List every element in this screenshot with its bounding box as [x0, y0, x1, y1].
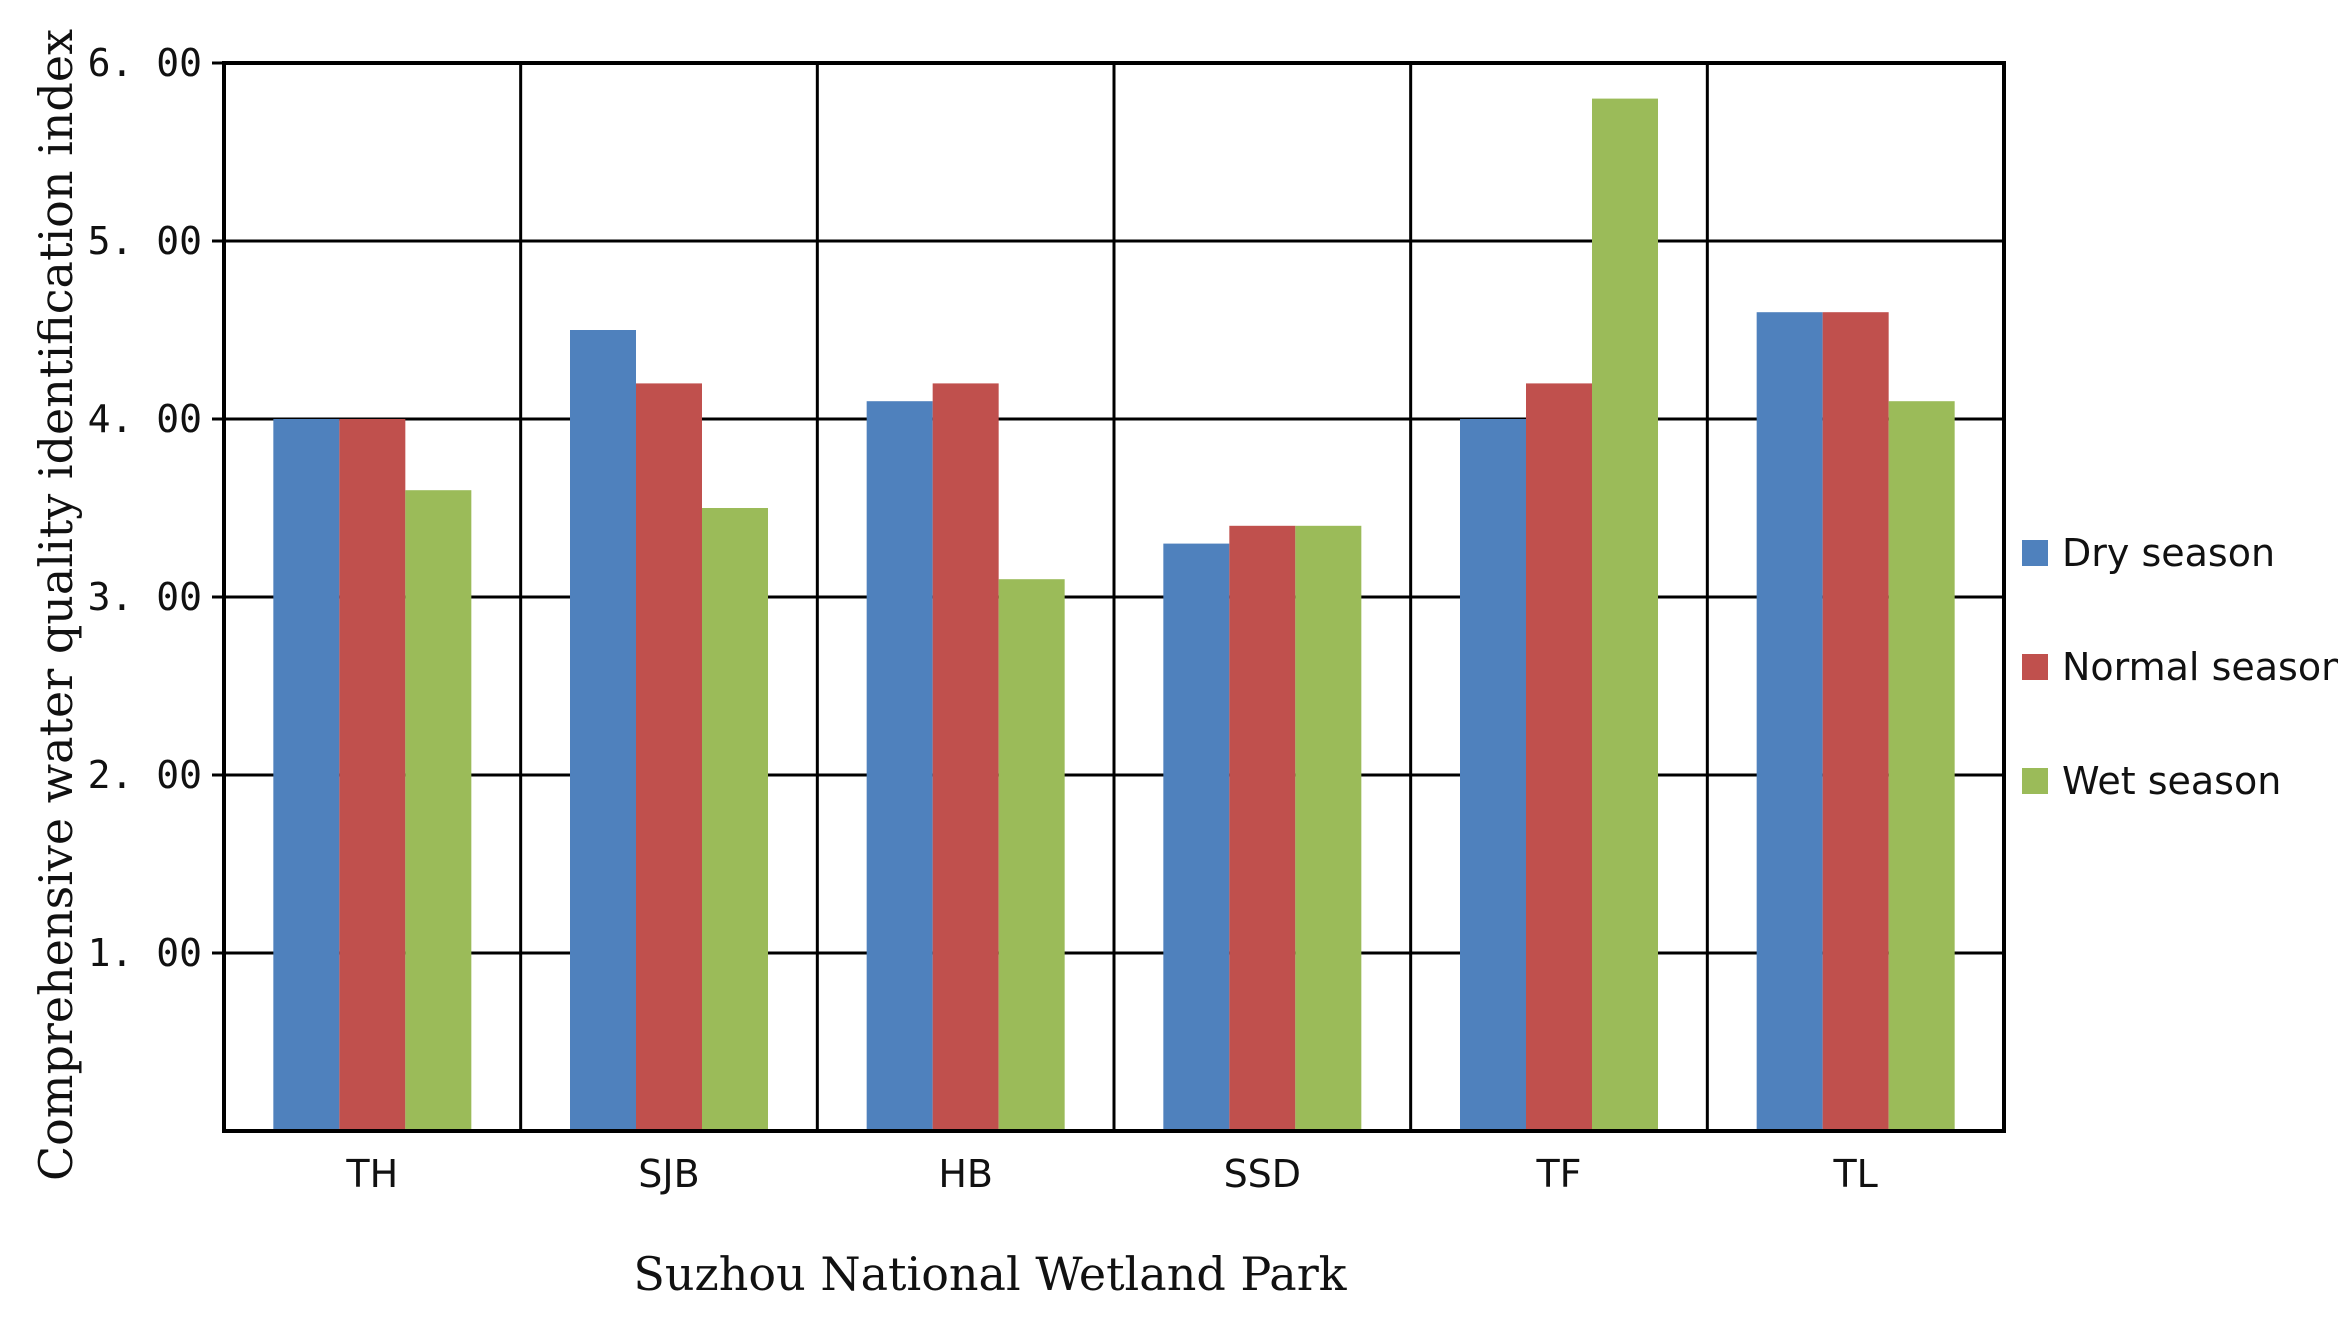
y-tick-label: 6. 00 — [88, 41, 202, 85]
bar-th-normal-season — [339, 419, 406, 1131]
bar-sjb-normal-season — [636, 383, 702, 1131]
bar-tf-dry-season — [1460, 419, 1526, 1131]
bar-hb-normal-season — [932, 383, 999, 1131]
x-tick-label: TH — [345, 1152, 398, 1196]
x-tick-label: HB — [938, 1152, 993, 1196]
bar-th-dry-season — [273, 419, 340, 1131]
bar-sjb-dry-season — [570, 330, 636, 1131]
x-axis-title: Suzhou National Wetland Park — [633, 1247, 1347, 1301]
bar-tl-normal-season — [1822, 312, 1889, 1131]
bar-hb-dry-season — [866, 401, 933, 1131]
legend-swatch — [2022, 768, 2048, 794]
y-tick-label: 1. 00 — [88, 931, 202, 975]
bars — [273, 98, 1955, 1132]
x-tick-label: TL — [1832, 1152, 1877, 1196]
x-tick-label: SSD — [1224, 1152, 1302, 1196]
bar-hb-wet-season — [998, 579, 1065, 1131]
y-tick-label: 5. 00 — [88, 219, 202, 263]
bar-ssd-normal-season — [1229, 525, 1296, 1131]
grid-lines — [224, 61, 2004, 1131]
legend-swatch — [2022, 654, 2048, 680]
bar-tl-dry-season — [1756, 312, 1823, 1131]
legend: Dry season Normal season Wet season — [2022, 531, 2338, 803]
y-axis-title: Comprehensive water quality identificati… — [29, 29, 83, 1181]
bar-ssd-wet-season — [1295, 525, 1362, 1131]
y-tick-label: 3. 00 — [88, 575, 202, 619]
y-axis-ticks: 1. 00 2. 00 3. 00 4. 00 5. 00 6. 00 — [88, 41, 224, 975]
y-tick-label: 2. 00 — [88, 753, 202, 797]
bar-tf-normal-season — [1526, 383, 1592, 1131]
x-tick-label: TF — [1535, 1152, 1581, 1196]
legend-label: Normal season — [2062, 645, 2338, 689]
legend-label: Dry season — [2062, 531, 2275, 575]
legend-label: Wet season — [2062, 759, 2281, 803]
x-axis-ticks: TH SJB HB SSD TF TL — [345, 1152, 1877, 1196]
x-tick-label: SJB — [638, 1152, 699, 1196]
bar-ssd-dry-season — [1163, 543, 1230, 1131]
legend-swatch — [2022, 540, 2048, 566]
bar-tf-wet-season — [1592, 98, 1658, 1132]
y-tick-label: 4. 00 — [88, 397, 202, 441]
bar-sjb-wet-season — [702, 508, 768, 1131]
bar-tl-wet-season — [1888, 401, 1955, 1131]
bar-th-wet-season — [405, 490, 472, 1131]
